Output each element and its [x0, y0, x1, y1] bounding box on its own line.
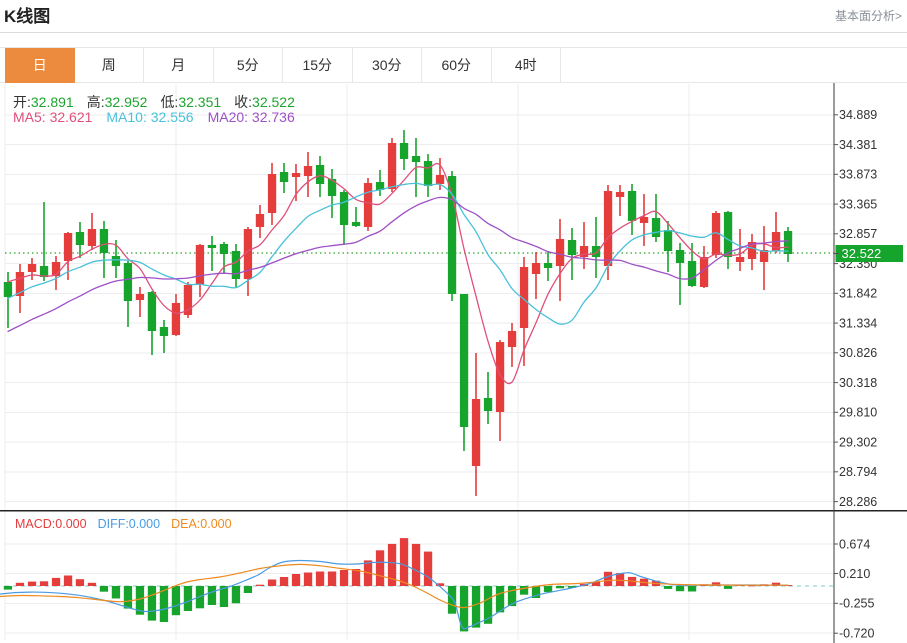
svg-text:28.794: 28.794: [839, 465, 877, 479]
svg-text:32.857: 32.857: [839, 227, 877, 241]
svg-text:28.286: 28.286: [839, 495, 877, 509]
svg-text:30.318: 30.318: [839, 376, 877, 390]
svg-text:29.810: 29.810: [839, 406, 877, 420]
svg-text:0.210: 0.210: [839, 567, 870, 581]
svg-text:29.302: 29.302: [839, 435, 877, 449]
svg-text:33.365: 33.365: [839, 197, 877, 211]
svg-text:31.842: 31.842: [839, 287, 877, 301]
svg-text:0.674: 0.674: [839, 537, 870, 551]
svg-text:32.522: 32.522: [842, 246, 882, 261]
svg-text:31.334: 31.334: [839, 316, 877, 330]
svg-text:34.889: 34.889: [839, 108, 877, 122]
svg-text:34.381: 34.381: [839, 138, 877, 152]
svg-text:-0.720: -0.720: [839, 627, 874, 641]
svg-text:30.826: 30.826: [839, 346, 877, 360]
svg-text:-0.255: -0.255: [839, 597, 874, 611]
svg-text:33.873: 33.873: [839, 168, 877, 182]
